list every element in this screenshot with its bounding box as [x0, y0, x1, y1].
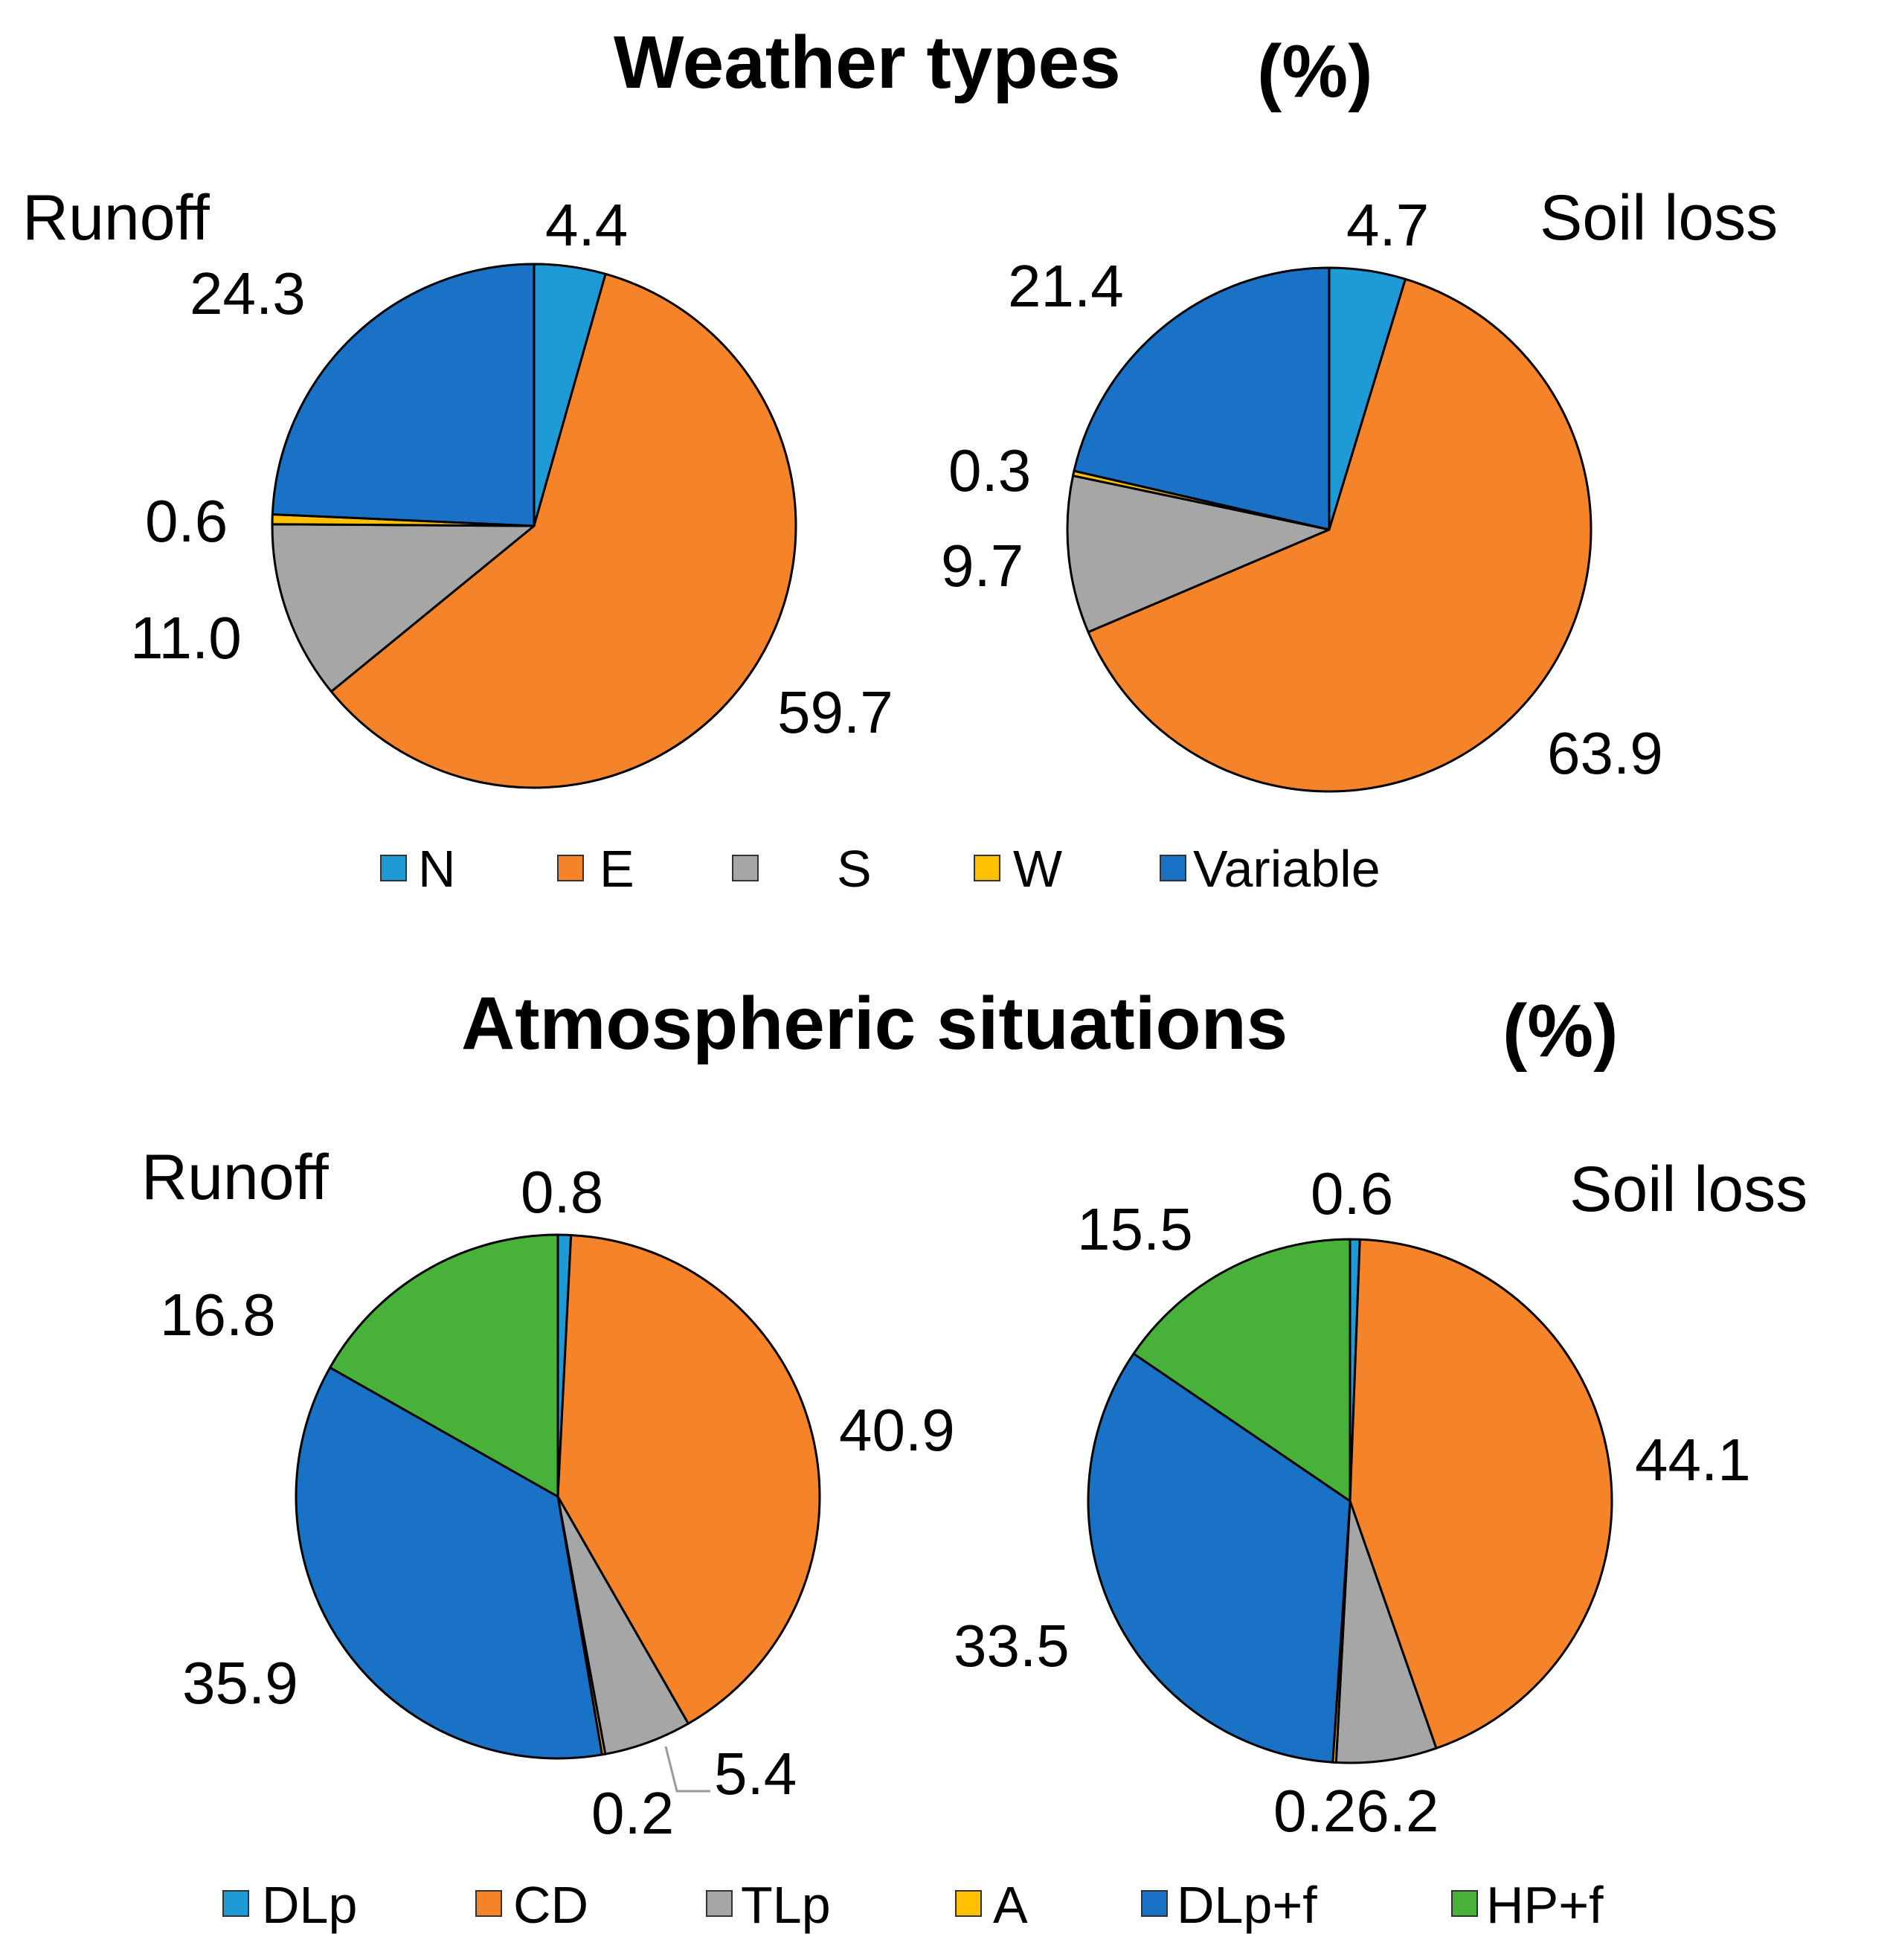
data-label: 59.7 [777, 679, 893, 745]
pie-atmos-runoff [295, 1233, 821, 1760]
atmos-soil-loss-label: Soil loss [1569, 1154, 1807, 1225]
legend-atmospheric-situations: DLp CD TLp A DLp+f HP+f [222, 1876, 1604, 1934]
legend-swatch-a [955, 1890, 982, 1917]
data-label: 0.8 [521, 1159, 603, 1225]
data-label: 35.9 [182, 1650, 298, 1716]
pie-slice-dlp-f [295, 1366, 603, 1760]
data-label: 11.0 [130, 605, 242, 671]
weather-soil-loss-label: Soil loss [1540, 182, 1778, 254]
legend-label-w: W [1013, 840, 1062, 898]
weather-types-unit: (%) [1257, 30, 1373, 113]
pie-weather-soil-loss [1066, 266, 1593, 793]
data-label: 5.4 [714, 1741, 797, 1807]
legend-swatch-variable [1160, 855, 1186, 881]
pie-weather-runoff [271, 263, 797, 789]
legend-swatch-dlp-f [1141, 1890, 1168, 1917]
data-label: 4.4 [545, 192, 628, 258]
atmospheric-situations-title: Atmospheric situations [461, 982, 1288, 1065]
legend-swatch-e [557, 855, 584, 881]
pie-slice-hp-f [329, 1233, 559, 1498]
data-label: 21.4 [1008, 253, 1124, 319]
data-label: 0.6 [145, 488, 228, 554]
pie-slice-hp-f [1132, 1238, 1352, 1503]
data-label: 33.5 [954, 1613, 1070, 1679]
pie-slice-e [1087, 277, 1593, 793]
legend-swatch-cd [475, 1890, 502, 1917]
data-label: 0.26.2 [1273, 1778, 1439, 1844]
data-label: 63.9 [1547, 720, 1663, 786]
legend-swatch-tlp [706, 1890, 733, 1917]
legend-label-n: N [418, 840, 456, 898]
atmospheric-situations-unit: (%) [1502, 989, 1619, 1073]
weather-types-title: Weather types [614, 21, 1121, 104]
legend-swatch-n [380, 855, 407, 881]
pie-slice-tlp [1334, 1500, 1438, 1764]
pie-slice-e [330, 272, 797, 789]
legend-label-dlp-f: DLp+f [1177, 1876, 1317, 1934]
data-label: 44.1 [1635, 1427, 1751, 1493]
pie-atmos-soil-loss [1087, 1238, 1613, 1764]
pie-slice-dlp-f [1087, 1352, 1352, 1764]
legend-swatch-dlp [222, 1890, 249, 1917]
data-label: 24.3 [190, 260, 306, 327]
weather-runoff-label: Runoff [22, 182, 210, 254]
legend-swatch-s [732, 855, 759, 881]
legend-label-a: A [993, 1876, 1028, 1934]
pie-slice-cd [1349, 1238, 1613, 1749]
leader-line [664, 1746, 710, 1793]
data-label: 9.7 [941, 533, 1023, 599]
legend-label-tlp: TLp [741, 1876, 831, 1934]
data-label: 0.6 [1311, 1160, 1393, 1227]
pie-slice-variable [271, 263, 536, 527]
pie-slice-s [271, 523, 536, 693]
legend-swatch-hp-f [1451, 1890, 1478, 1917]
legend-label-e: E [600, 840, 634, 898]
legend-label-hp-f: HP+f [1486, 1876, 1604, 1934]
data-label: 40.9 [839, 1397, 955, 1463]
atmos-runoff-label: Runoff [141, 1142, 330, 1213]
legend-label-dlp: DLp [262, 1876, 357, 1934]
pie-slice-cd [556, 1233, 821, 1725]
data-label: 0.3 [948, 437, 1031, 504]
pie-slice-variable [1073, 266, 1331, 531]
legend-label-cd: CD [513, 1876, 588, 1934]
data-label: 4.7 [1346, 192, 1429, 258]
pie-slice-s [1066, 475, 1331, 634]
data-label: 16.8 [160, 1282, 276, 1348]
legend-label-variable: Variable [1193, 840, 1381, 898]
data-label: 0.2 [591, 1780, 674, 1846]
data-label: 15.5 [1077, 1196, 1193, 1262]
legend-label-s: S [837, 840, 872, 898]
legend-weather-types: N E S W Variable [380, 840, 1381, 898]
legend-swatch-w [974, 855, 1000, 881]
